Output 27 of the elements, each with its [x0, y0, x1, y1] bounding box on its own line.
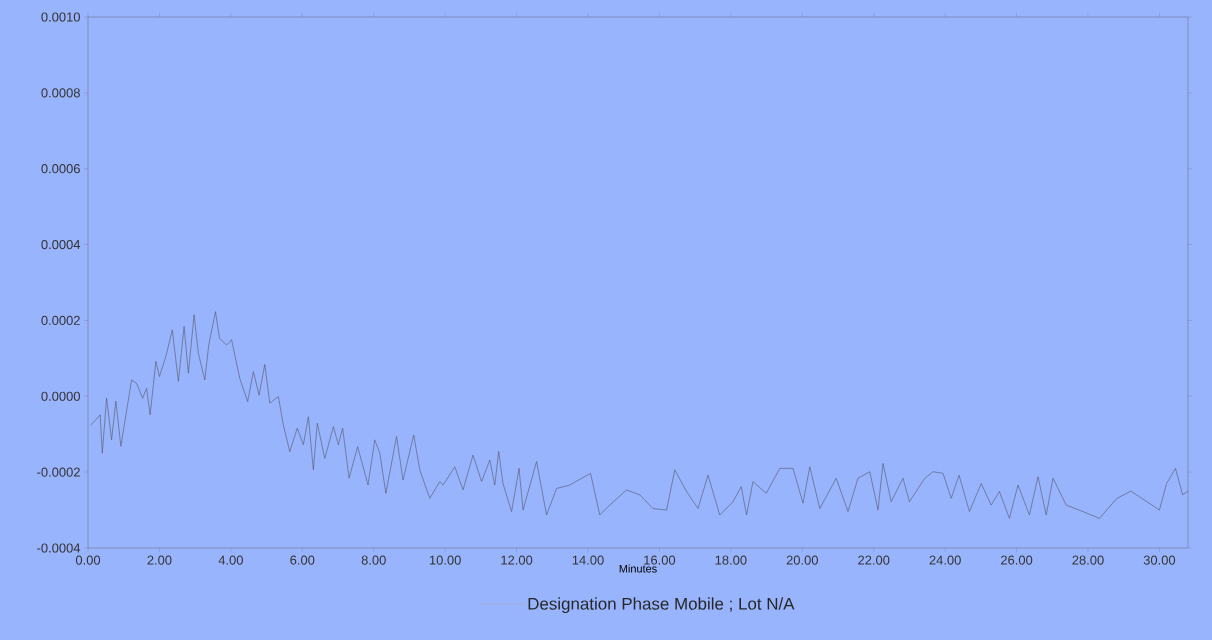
- x-tick-label: 30.00: [1143, 555, 1176, 565]
- x-tick-label: 8.00: [361, 555, 386, 565]
- y-tick-label: 0.0010: [41, 12, 80, 22]
- x-tick-label: 20.00: [786, 555, 818, 565]
- x-axis-title: Minutes: [619, 564, 657, 573]
- y-tick-label: 0.0004: [41, 239, 81, 250]
- x-tick-label: 26.00: [1001, 555, 1033, 565]
- x-tick-label: 0.00: [75, 555, 101, 565]
- text: Designation Phase Mobile ; Lot N/A: [528, 597, 795, 614]
- y-tick-label: -0.0002: [37, 467, 80, 477]
- x-tick-label: 24.00: [929, 555, 961, 565]
- x-tick-label: 22.00: [858, 555, 890, 565]
- line-series: [90, 311, 1188, 519]
- y-tick-label: 0.0006: [41, 164, 80, 174]
- x-tick-label: 12.00: [501, 555, 533, 565]
- x-tick-label: 6.00: [290, 555, 315, 565]
- y-tick-label: 0.0002: [41, 315, 80, 325]
- y-tick-label: 0.0008: [41, 88, 80, 98]
- x-tick-label: 18.00: [715, 555, 747, 565]
- x-tick-label: 16.00: [644, 555, 676, 565]
- x-tick-label: 2.00: [147, 555, 172, 565]
- x-tick-label: 10.00: [429, 555, 461, 565]
- x-tick-label: 4.00: [218, 555, 243, 565]
- x-tick-label: 14.00: [572, 555, 604, 565]
- x-tick-label: 28.00: [1072, 555, 1104, 565]
- y-tick-label: -0.0004: [37, 543, 81, 553]
- y-tick-label: 0.0000: [41, 391, 80, 401]
